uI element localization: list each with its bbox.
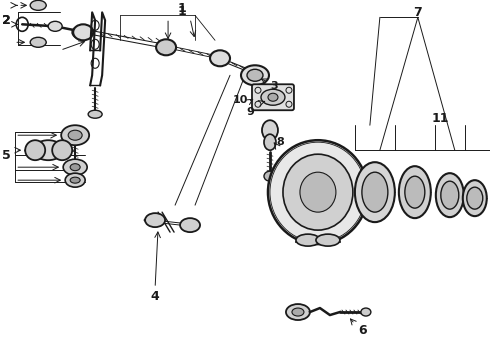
- Ellipse shape: [283, 154, 353, 230]
- Text: 7: 7: [414, 6, 422, 19]
- Ellipse shape: [48, 21, 62, 31]
- Ellipse shape: [70, 177, 80, 183]
- Text: 4: 4: [151, 289, 159, 302]
- Ellipse shape: [68, 130, 82, 140]
- Ellipse shape: [261, 89, 285, 105]
- Text: 8: 8: [276, 137, 284, 147]
- Ellipse shape: [361, 308, 371, 316]
- Text: 9: 9: [246, 107, 254, 117]
- Ellipse shape: [467, 187, 483, 209]
- Ellipse shape: [247, 69, 263, 81]
- Ellipse shape: [156, 39, 176, 55]
- FancyBboxPatch shape: [252, 84, 294, 110]
- Text: 11: 11: [431, 112, 448, 125]
- Ellipse shape: [436, 173, 464, 217]
- Ellipse shape: [264, 134, 276, 150]
- Ellipse shape: [262, 120, 278, 140]
- Ellipse shape: [286, 304, 310, 320]
- Text: 3: 3: [270, 81, 278, 91]
- Ellipse shape: [210, 50, 230, 66]
- Text: 2: 2: [2, 14, 11, 27]
- Ellipse shape: [355, 162, 395, 222]
- Ellipse shape: [180, 218, 200, 232]
- Ellipse shape: [292, 308, 304, 316]
- Ellipse shape: [30, 0, 46, 10]
- Ellipse shape: [65, 173, 85, 187]
- Text: 5: 5: [2, 149, 11, 162]
- Ellipse shape: [241, 65, 269, 85]
- Ellipse shape: [463, 180, 487, 216]
- Ellipse shape: [399, 166, 431, 218]
- Ellipse shape: [441, 181, 459, 209]
- Ellipse shape: [73, 24, 93, 40]
- Ellipse shape: [362, 172, 388, 212]
- Text: 10: 10: [232, 95, 247, 105]
- Ellipse shape: [63, 159, 87, 175]
- Ellipse shape: [296, 234, 320, 246]
- Ellipse shape: [33, 140, 63, 160]
- Ellipse shape: [300, 172, 336, 212]
- Text: 1: 1: [178, 2, 186, 15]
- Ellipse shape: [61, 125, 89, 145]
- Ellipse shape: [52, 140, 72, 160]
- Text: 2: 2: [2, 14, 11, 27]
- Ellipse shape: [30, 37, 46, 47]
- Text: 6: 6: [359, 324, 367, 337]
- Text: 1: 1: [178, 5, 186, 18]
- Ellipse shape: [88, 110, 102, 118]
- Ellipse shape: [70, 164, 80, 171]
- Ellipse shape: [264, 171, 276, 181]
- Ellipse shape: [25, 140, 45, 160]
- Ellipse shape: [268, 140, 368, 244]
- Ellipse shape: [405, 176, 425, 208]
- Ellipse shape: [268, 93, 278, 101]
- Ellipse shape: [316, 234, 340, 246]
- Ellipse shape: [145, 213, 165, 227]
